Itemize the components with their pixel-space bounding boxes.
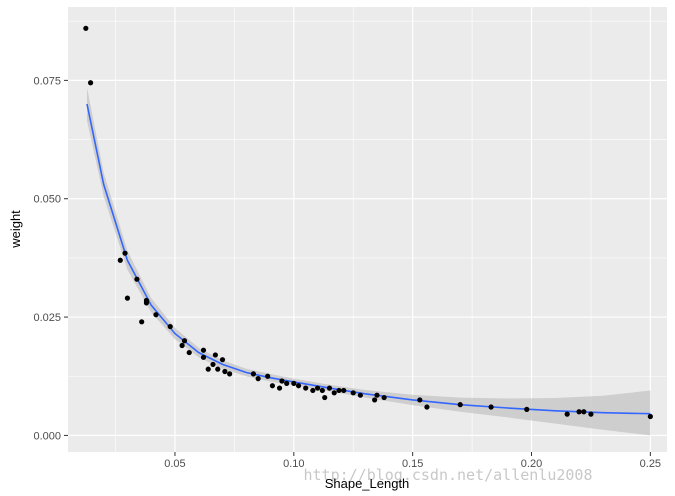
y-tick-label: 0.050 xyxy=(33,194,61,206)
data-point xyxy=(139,319,145,325)
data-point xyxy=(381,394,387,401)
data-point xyxy=(210,361,216,368)
grid-major xyxy=(68,7,667,452)
data-point xyxy=(222,368,228,375)
data-point xyxy=(284,380,290,386)
data-point xyxy=(205,366,211,372)
y-tick-label: 0.075 xyxy=(33,75,61,87)
x-tick-label: 0.20 xyxy=(521,458,542,470)
data-point xyxy=(319,387,325,394)
data-point xyxy=(331,390,337,396)
data-point xyxy=(279,378,285,384)
data-point xyxy=(564,411,570,417)
data-point xyxy=(581,409,587,415)
data-point xyxy=(350,390,356,396)
data-point xyxy=(215,366,221,372)
data-point xyxy=(227,371,233,377)
data-point xyxy=(322,394,328,401)
data-point xyxy=(134,276,140,282)
data-point xyxy=(372,397,378,403)
x-axis-title: Shape_Length xyxy=(325,476,410,491)
x-axis: 0.05 0.10 0.15 0.20 0.25 xyxy=(164,452,661,470)
data-point xyxy=(200,354,207,360)
data-point xyxy=(576,409,582,415)
data-point xyxy=(488,404,494,410)
data-point xyxy=(524,406,530,412)
data-point xyxy=(167,323,173,330)
data-point xyxy=(357,392,363,398)
x-tick-label: 0.15 xyxy=(402,458,423,470)
data-point xyxy=(219,357,226,363)
x-tick-label: 0.05 xyxy=(164,458,185,470)
data-point xyxy=(269,383,276,389)
data-point xyxy=(117,257,123,263)
data-point xyxy=(310,387,316,394)
data-point xyxy=(250,371,257,377)
data-point xyxy=(153,312,159,318)
data-point xyxy=(291,380,297,386)
data-point xyxy=(276,385,283,391)
data-point xyxy=(87,80,94,86)
y-axis-title: weight xyxy=(8,210,23,249)
plot-panel xyxy=(68,7,667,452)
data-point xyxy=(143,300,150,306)
data-point xyxy=(303,385,309,391)
data-point xyxy=(374,392,380,398)
y-tick-label: 0.025 xyxy=(33,312,61,324)
data-point xyxy=(457,402,463,408)
data-point xyxy=(200,347,207,353)
data-point xyxy=(83,25,89,31)
y-axis: 0.000 0.025 0.050 0.075 xyxy=(33,75,68,442)
grid-minor xyxy=(68,7,667,452)
data-point xyxy=(186,349,192,356)
data-point xyxy=(265,373,271,379)
data-point xyxy=(181,338,188,344)
data-points xyxy=(83,25,653,420)
data-point xyxy=(647,413,653,420)
data-point xyxy=(424,404,430,410)
data-point xyxy=(122,250,128,256)
watermark-text: http://blog.csdn.net/allenlu2008 xyxy=(304,466,593,484)
data-point xyxy=(124,295,131,301)
confidence-ribbon xyxy=(87,87,651,436)
data-point xyxy=(336,387,342,394)
x-tick-label: 0.10 xyxy=(283,458,304,470)
data-point xyxy=(212,352,218,358)
data-point xyxy=(341,387,347,394)
y-tick-label: 0.000 xyxy=(33,430,61,442)
data-point xyxy=(417,397,423,403)
data-point xyxy=(314,385,321,391)
x-tick-label: 0.25 xyxy=(640,458,661,470)
data-point xyxy=(179,342,185,349)
data-point xyxy=(588,411,594,417)
data-point xyxy=(255,376,261,382)
data-point xyxy=(326,385,333,391)
data-point xyxy=(295,383,302,389)
